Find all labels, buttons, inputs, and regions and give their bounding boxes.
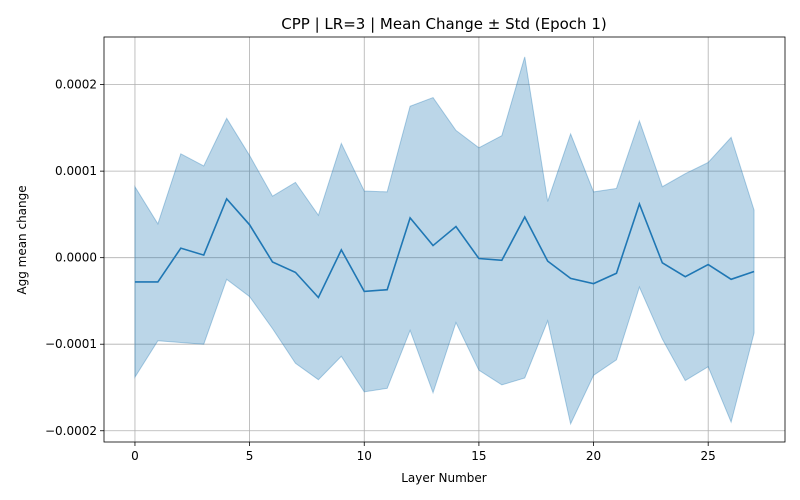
- x-tick-label: 10: [357, 449, 372, 463]
- x-tick-label: 0: [131, 449, 139, 463]
- y-axis-label: Agg mean change: [15, 185, 29, 294]
- plot-frame: [103, 36, 786, 443]
- y-tick-label: 0.0002: [55, 78, 97, 92]
- y-tick-label: 0.0001: [55, 164, 97, 178]
- x-tick-label: 20: [586, 449, 601, 463]
- std-band: [134, 56, 755, 426]
- y-tick-label: 0.0000: [55, 251, 97, 265]
- x-tick-label: 15: [471, 449, 486, 463]
- x-tick-label: 25: [701, 449, 716, 463]
- y-tick-label: −0.0002: [45, 424, 97, 438]
- x-axis-label: Layer Number: [401, 471, 487, 485]
- grid-lines: [104, 37, 785, 442]
- x-axis: 0 5 10 15 20 25: [131, 442, 716, 463]
- mean-line: [134, 197, 755, 299]
- y-axis: −0.0002 −0.0001 0.0000 0.0001 0.0002: [45, 78, 104, 438]
- x-tick-label: 5: [246, 449, 254, 463]
- chart-title: CPP | LR=3 | Mean Change ± Std (Epoch 1): [281, 15, 606, 33]
- y-tick-label: −0.0001: [45, 337, 97, 351]
